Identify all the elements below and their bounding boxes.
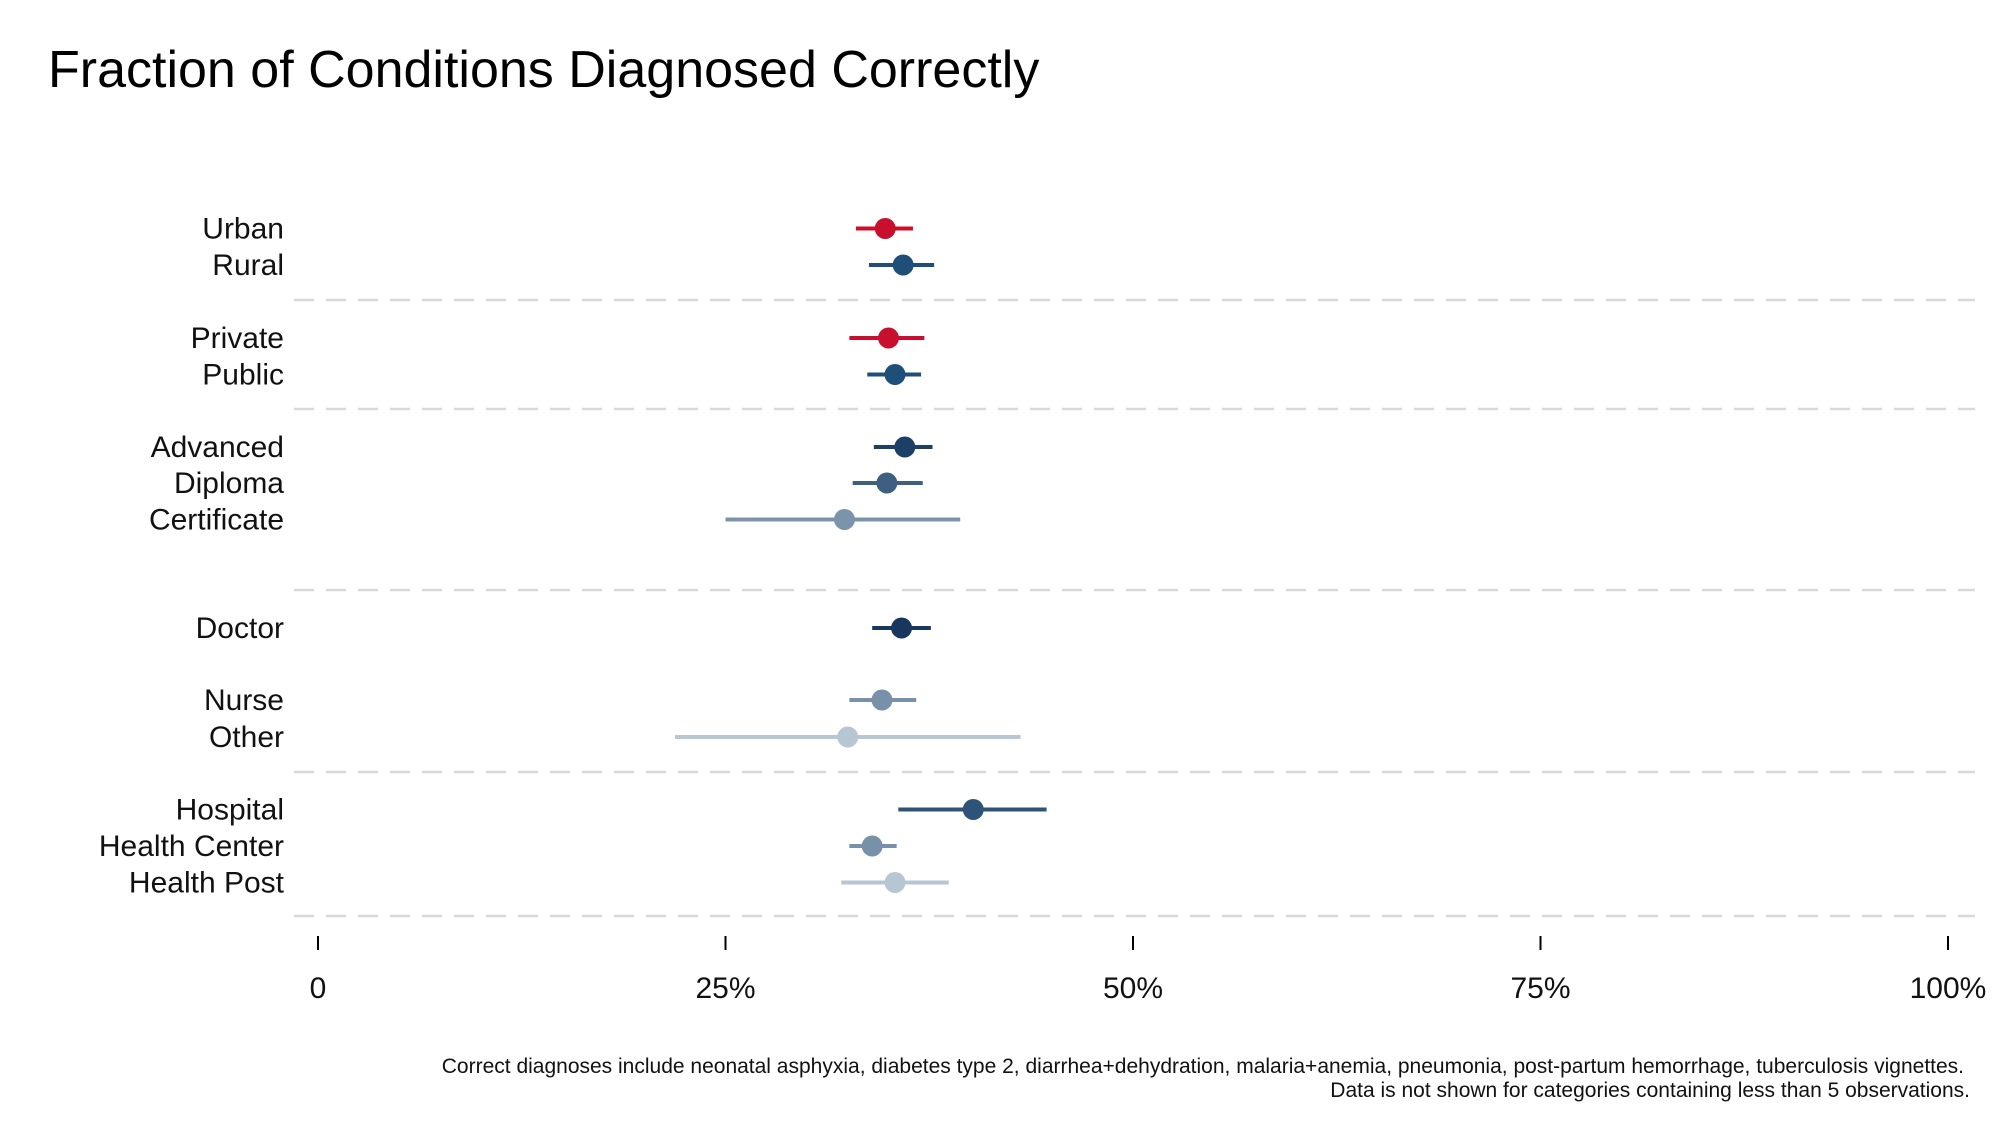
- category-label-health-center: Health Center: [99, 830, 284, 863]
- point-estimate-nurse: [871, 689, 893, 711]
- category-label-doctor: Doctor: [196, 612, 284, 645]
- point-estimate-diploma: [876, 472, 898, 494]
- category-label-nurse: Nurse: [204, 684, 284, 717]
- x-tick-label: 25%: [695, 972, 755, 1005]
- category-label-urban: Urban: [202, 213, 284, 246]
- point-estimate-certificate: [833, 509, 855, 530]
- point-estimate-rural: [892, 254, 914, 276]
- point-estimate-health-center: [861, 835, 883, 857]
- category-label-advanced: Advanced: [151, 431, 284, 464]
- chart-title: Fraction of Conditions Diagnosed Correct…: [48, 41, 1040, 99]
- point-estimate-doctor: [891, 617, 913, 639]
- point-estimate-public: [884, 364, 906, 385]
- category-label-diploma: Diploma: [174, 467, 284, 500]
- x-tick-label: 50%: [1103, 972, 1163, 1005]
- x-tick-label: 100%: [1910, 972, 1987, 1005]
- category-label-private: Private: [191, 322, 284, 355]
- x-tick-label: 0: [310, 972, 327, 1005]
- point-estimate-advanced: [894, 436, 916, 458]
- footnote-diagnoses: Correct diagnoses include neonatal asphy…: [441, 1055, 1964, 1078]
- point-estimate-private: [878, 327, 899, 349]
- category-label-certificate: Certificate: [149, 504, 284, 537]
- x-tick-label: 75%: [1510, 972, 1570, 1005]
- point-estimate-hospital: [962, 799, 984, 820]
- category-label-rural: Rural: [212, 249, 284, 282]
- point-estimate-health-post: [884, 872, 906, 893]
- category-label-other: Other: [209, 721, 284, 754]
- category-label-hospital: Hospital: [176, 794, 284, 827]
- category-label-public: Public: [202, 359, 284, 392]
- point-estimate-other: [837, 726, 859, 748]
- point-estimate-urban: [874, 218, 896, 239]
- footnote-data-threshold: Data is not shown for categories contain…: [1330, 1079, 1970, 1102]
- category-label-health-post: Health Post: [129, 867, 285, 900]
